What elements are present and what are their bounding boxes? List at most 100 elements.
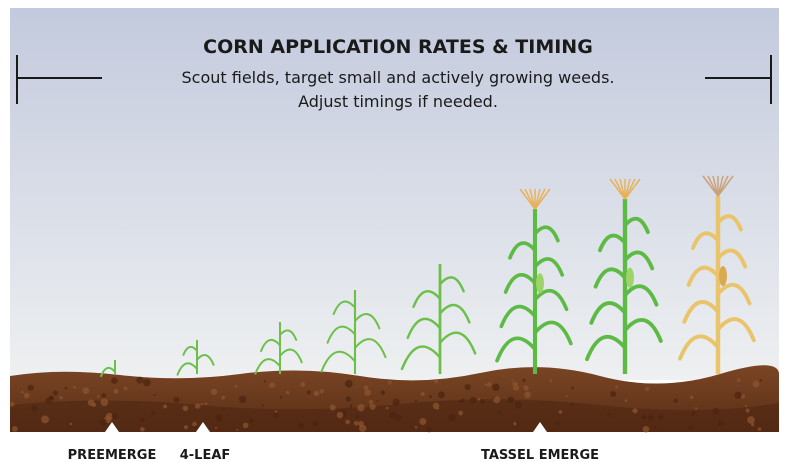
- pebble: [695, 407, 698, 410]
- pebble: [354, 421, 359, 426]
- pebble: [222, 408, 225, 411]
- pebble: [41, 415, 49, 423]
- pebble: [345, 420, 350, 425]
- ear: [536, 273, 544, 293]
- pebble: [194, 426, 197, 429]
- pebble: [673, 399, 677, 403]
- pebble: [139, 417, 144, 422]
- pebble: [163, 404, 167, 408]
- pebble: [346, 396, 351, 401]
- pebble: [688, 425, 692, 429]
- pebble: [449, 414, 456, 421]
- pebble: [184, 425, 188, 429]
- pebble: [101, 398, 109, 406]
- pebble: [345, 380, 353, 388]
- pebble: [350, 404, 352, 406]
- pebble: [28, 385, 34, 391]
- pebble: [136, 377, 143, 384]
- infographic: CORN APPLICATION RATES & TIMING Scout fi…: [0, 0, 789, 462]
- pebble: [426, 427, 432, 433]
- pebble: [21, 391, 24, 394]
- pebble: [645, 387, 649, 391]
- pebble: [746, 408, 750, 412]
- pebble: [737, 378, 741, 382]
- pebble: [355, 415, 359, 419]
- pebble: [415, 426, 418, 429]
- pebble: [49, 396, 53, 400]
- pebble: [458, 411, 463, 416]
- pebble: [713, 408, 720, 415]
- pebble: [571, 403, 574, 406]
- pebble: [364, 389, 371, 396]
- pebble: [493, 396, 500, 403]
- pebble: [523, 385, 528, 390]
- pebble: [370, 404, 376, 410]
- stage-label: TASSEL EMERGE: [481, 448, 599, 462]
- pebble: [393, 399, 400, 406]
- pebble: [653, 425, 657, 429]
- pebble: [480, 399, 485, 404]
- pebble: [459, 401, 462, 404]
- pebble: [10, 402, 15, 407]
- pebble: [65, 387, 68, 390]
- pebble: [513, 385, 519, 391]
- pebble: [205, 402, 208, 405]
- pebble: [377, 400, 379, 402]
- pebble: [151, 411, 154, 414]
- pebble: [312, 421, 318, 427]
- pebble: [100, 419, 107, 426]
- pebble: [745, 405, 747, 407]
- pebble: [433, 402, 440, 409]
- pebble: [415, 400, 418, 403]
- pebble: [369, 400, 373, 404]
- pebble: [286, 391, 289, 394]
- pebble: [112, 413, 118, 419]
- pebble: [607, 413, 610, 416]
- pebble: [498, 411, 501, 414]
- pebble: [515, 401, 522, 408]
- pebble: [24, 393, 30, 399]
- pebble: [492, 384, 499, 391]
- pebble: [153, 394, 155, 396]
- pebble: [140, 427, 145, 432]
- pebble: [735, 392, 742, 399]
- pebble: [262, 404, 264, 406]
- pebble: [470, 397, 477, 404]
- pebble: [396, 415, 401, 420]
- pebble: [758, 427, 762, 431]
- pebble: [386, 407, 389, 410]
- pebble: [690, 395, 693, 398]
- pebble: [508, 396, 515, 403]
- pebble: [221, 396, 225, 400]
- pebble: [487, 382, 491, 386]
- pebble: [83, 387, 90, 394]
- stage-label: 4-LEAF: [180, 448, 231, 462]
- pebble: [249, 418, 254, 423]
- pebble: [461, 399, 465, 403]
- pebble: [183, 405, 189, 411]
- pebble: [337, 412, 344, 419]
- pebble: [571, 387, 574, 390]
- pebble: [359, 425, 366, 432]
- pebble: [114, 389, 119, 394]
- pebble: [718, 420, 724, 426]
- pebble: [751, 423, 754, 426]
- pebble: [70, 423, 72, 425]
- pebble: [419, 418, 426, 425]
- pebble: [59, 396, 62, 399]
- pebble: [513, 422, 516, 425]
- pebble: [269, 382, 275, 388]
- pebble: [643, 426, 650, 433]
- pebble: [389, 412, 396, 419]
- pebble: [174, 397, 180, 403]
- pebble: [243, 423, 249, 429]
- pebble: [524, 391, 531, 398]
- pebble: [111, 377, 117, 383]
- pebble: [434, 379, 438, 383]
- pebble: [388, 381, 392, 385]
- pebble: [314, 391, 320, 397]
- pebble: [632, 408, 637, 413]
- pebble: [429, 395, 432, 398]
- pebble: [307, 391, 311, 395]
- pebble: [12, 426, 18, 432]
